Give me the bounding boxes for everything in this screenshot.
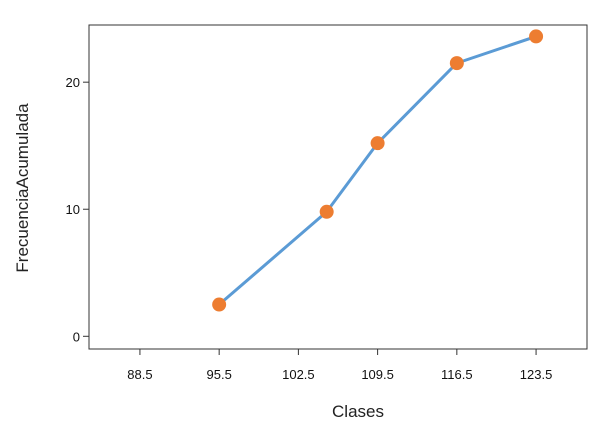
x-axis: 88.5 95.5 102.5 109.5 116.5 123.5 <box>127 349 552 382</box>
x-tick-label: 88.5 <box>127 367 152 382</box>
y-tick-label: 10 <box>66 202 80 217</box>
x-tick-label: 109.5 <box>361 367 394 382</box>
x-tick-label: 116.5 <box>441 367 473 382</box>
data-point <box>319 204 334 219</box>
x-tick-label: 102.5 <box>282 367 315 382</box>
plot-frame <box>88 24 588 350</box>
y-tick-label: 0 <box>73 329 80 344</box>
x-tick-label: 123.5 <box>520 367 553 382</box>
x-tick-label: 95.5 <box>207 367 232 382</box>
data-point <box>370 136 385 151</box>
y-tick-label: 20 <box>66 75 80 90</box>
data-point <box>529 29 544 44</box>
series-line <box>217 34 538 307</box>
data-points <box>212 29 544 312</box>
x-axis-title: Clases <box>332 402 384 421</box>
data-point <box>449 56 464 71</box>
y-axis: 0 10 20 <box>66 75 89 344</box>
y-axis-title: FrecuenciaAcumulada <box>13 103 32 273</box>
data-point <box>212 297 227 312</box>
